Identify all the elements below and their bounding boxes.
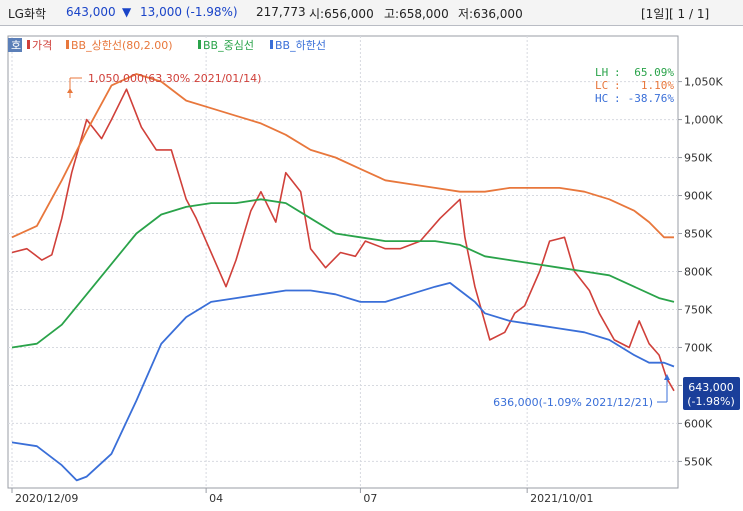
price-change: 13,000 (-1.98%) [140, 5, 238, 19]
stat-hc-name: HC [595, 92, 608, 105]
y-tick-label: 900K [684, 190, 713, 203]
down-arrow-icon: ▼ [122, 5, 132, 19]
x-tick-label: 2020/12/09 [15, 492, 78, 505]
svg-text::: : [614, 92, 621, 105]
series-line-3 [11, 282, 675, 482]
legend-swatch-middle [198, 40, 201, 49]
y-tick-label: 600K [684, 417, 713, 430]
stat-lh-name: LH [595, 66, 608, 79]
period-selector[interactable]: [1일][ 1 / 1] [641, 7, 710, 21]
corner-label: 호 [11, 39, 21, 52]
legend-swatch-upper [66, 40, 69, 49]
y-tick-label: 550K [684, 455, 713, 468]
legend-middle: BB_중심선 [203, 39, 254, 52]
series-lines [11, 73, 675, 482]
y-tick-label: 950K [684, 152, 713, 165]
current-price: 643,000 [66, 5, 116, 19]
x-axis-labels: 2020/12/09 04 07 2021/10/01 [15, 492, 594, 505]
stat-lc-value: 1.10% [641, 79, 674, 92]
legend-lower: BB_하한선 [275, 38, 326, 52]
high-annotation: 1,050,000(63.30% 2021/01/14) [67, 72, 261, 98]
y-tick-label: 750K [684, 303, 713, 316]
low-marker-icon [664, 374, 670, 380]
y-tick-label: 1,050K [684, 76, 723, 89]
volume: 217,773 [256, 5, 306, 19]
svg-text::: : [614, 66, 621, 79]
low-annotation: 636,000(-1.09% 2021/12/21) [493, 374, 670, 409]
legend-upper: BB_상한선(80,2.00) [71, 39, 173, 52]
series-line-2 [11, 198, 675, 349]
plot-frame [7, 35, 679, 489]
symbol-name: LG화학 [8, 7, 47, 21]
stat-hc-value: -38.76% [628, 92, 675, 105]
legend-price: 가격 [32, 39, 52, 52]
legend-swatch-lower [270, 40, 273, 49]
low-price: 저:636,000 [458, 7, 523, 21]
x-tick-label: 2021/10/01 [530, 492, 593, 505]
price-tag-change: (-1.98%) [687, 395, 735, 408]
current-price-tag: 643,000 (-1.98%) [683, 377, 740, 410]
legend-swatch-price [27, 40, 30, 49]
legend: 호 가격 BB_상한선(80,2.00) BB_중심선 BB_하한선 [8, 38, 326, 52]
header-bar: LG화학 643,000 ▼ 13,000 (-1.98%) 217,773 시… [0, 0, 743, 26]
y-tick-label: 800K [684, 265, 713, 278]
y-tick-label: 700K [684, 341, 713, 354]
y-axis-labels: 1,050K1,000K950K900K850K800K750K700K650K… [684, 76, 723, 469]
y-tick-label: 850K [684, 228, 713, 241]
price-tag-value: 643,000 [688, 381, 734, 394]
series-line-1 [11, 73, 674, 239]
stat-lc-name: LC [595, 79, 608, 92]
series-line-0 [11, 88, 675, 392]
high-price: 고:658,000 [384, 7, 449, 21]
high-annotation-text: 1,050,000(63.30% 2021/01/14) [88, 72, 261, 85]
price-chart: 1,050K1,000K950K900K850K800K750K700K650K… [0, 26, 743, 511]
corner-button[interactable] [8, 38, 22, 52]
stat-lh-value: 65.09% [634, 66, 674, 79]
svg-text::: : [614, 79, 621, 92]
x-tick-label: 04 [209, 492, 223, 505]
open-price: 시:656,000 [309, 7, 374, 21]
x-tick-label: 07 [363, 492, 377, 505]
stats-box: LH : 65.09% LC : 1.10% HC : -38.76% [595, 66, 674, 105]
y-tick-label: 1,000K [684, 114, 723, 127]
high-marker-icon [67, 88, 73, 93]
low-annotation-text: 636,000(-1.09% 2021/12/21) [493, 396, 653, 409]
